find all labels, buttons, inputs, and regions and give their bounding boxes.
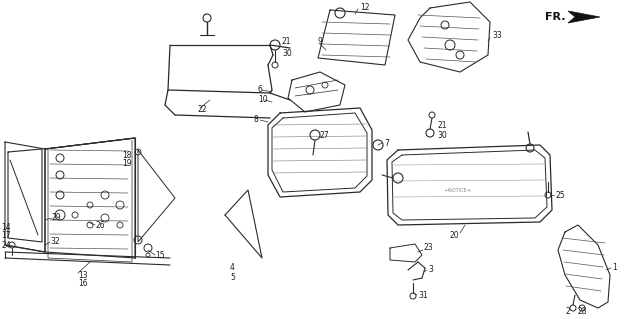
- Text: 23: 23: [424, 243, 434, 253]
- Text: 26: 26: [95, 220, 104, 229]
- Text: 21: 21: [282, 38, 291, 47]
- Text: 3: 3: [428, 265, 433, 275]
- Text: 33: 33: [492, 31, 502, 40]
- Text: 20: 20: [450, 231, 460, 240]
- Text: 27: 27: [320, 130, 330, 139]
- Text: 1: 1: [612, 263, 617, 272]
- Text: 19: 19: [122, 160, 132, 168]
- Polygon shape: [568, 11, 600, 23]
- Text: ←NOTICE→: ←NOTICE→: [445, 188, 472, 192]
- Text: 12: 12: [360, 3, 369, 11]
- Text: 8: 8: [254, 115, 259, 124]
- Text: 24: 24: [1, 241, 11, 249]
- Text: 18: 18: [122, 151, 131, 160]
- Text: 5: 5: [230, 272, 235, 281]
- Text: 29: 29: [52, 213, 61, 222]
- Text: 31: 31: [418, 291, 428, 300]
- Text: 30: 30: [282, 49, 292, 58]
- Text: 22: 22: [198, 106, 207, 115]
- Text: 21: 21: [437, 121, 447, 130]
- Text: 9: 9: [318, 38, 323, 47]
- Text: FR.: FR.: [545, 12, 566, 22]
- Text: 25: 25: [555, 190, 564, 199]
- Text: 4: 4: [230, 263, 235, 272]
- Text: 13: 13: [78, 271, 88, 279]
- Text: 10: 10: [258, 95, 268, 105]
- Text: 17: 17: [1, 232, 11, 241]
- Text: 15: 15: [155, 250, 164, 259]
- Text: 2: 2: [565, 308, 570, 316]
- Text: 14: 14: [1, 224, 11, 233]
- Text: 6: 6: [258, 85, 263, 94]
- Text: 30: 30: [437, 130, 447, 139]
- Text: 7: 7: [384, 138, 389, 147]
- Text: 28: 28: [578, 308, 588, 316]
- Text: 16: 16: [78, 278, 88, 287]
- Text: 32: 32: [50, 238, 60, 247]
